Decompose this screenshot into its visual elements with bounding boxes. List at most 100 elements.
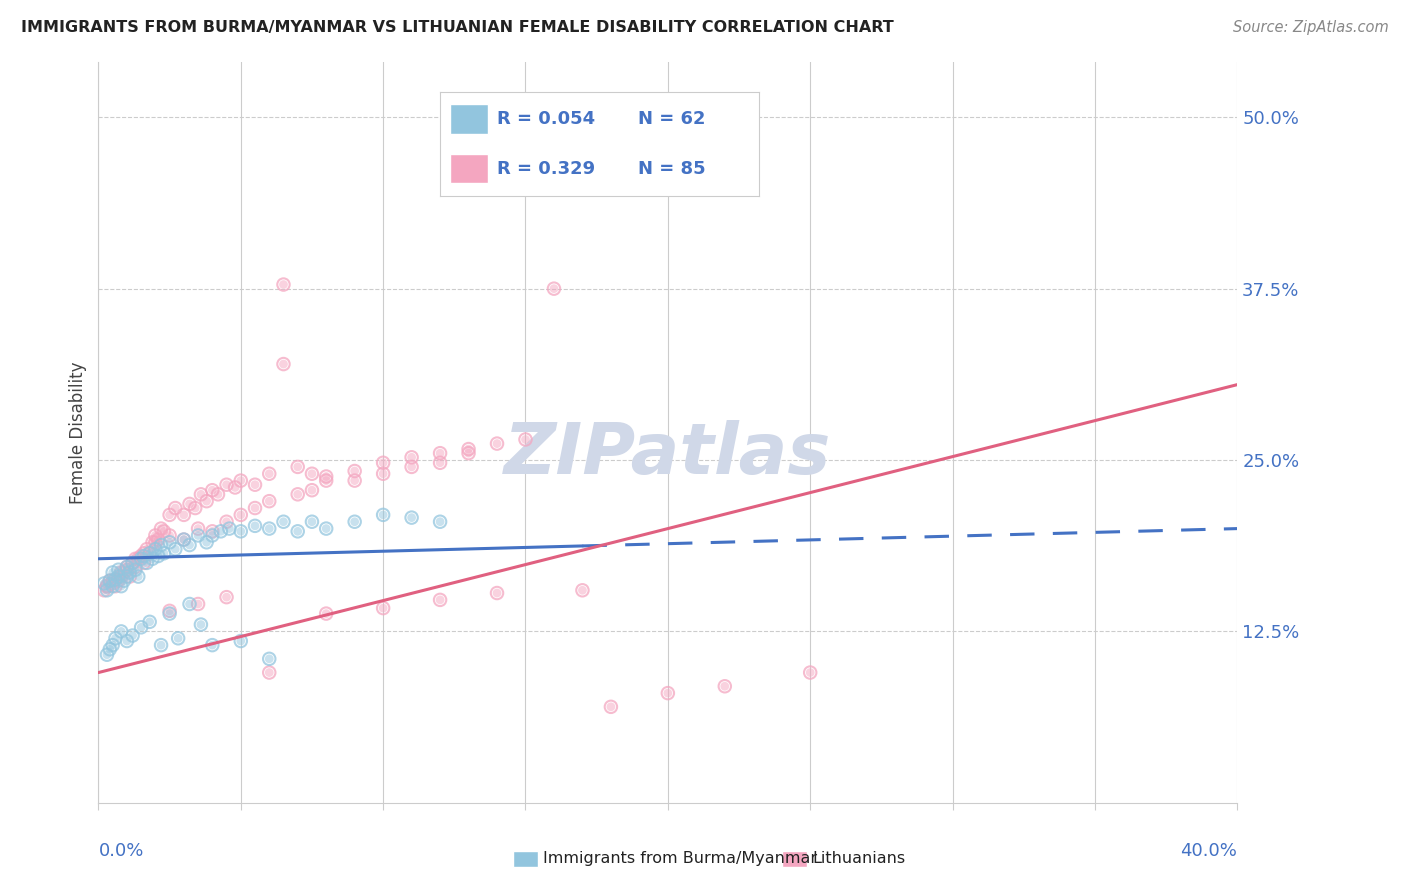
Point — [129, 620, 152, 634]
Point — [486, 586, 509, 600]
Point — [110, 579, 132, 593]
Point — [273, 277, 295, 292]
Point — [135, 542, 157, 557]
Point — [159, 604, 181, 618]
Point — [187, 528, 209, 542]
Point — [657, 686, 679, 700]
Point — [173, 533, 195, 547]
Point — [243, 501, 266, 516]
Point — [273, 277, 295, 292]
Point — [112, 566, 135, 580]
Point — [115, 563, 138, 577]
Point — [148, 549, 170, 563]
Point — [159, 604, 181, 618]
Point — [401, 450, 423, 465]
Point — [173, 508, 195, 522]
Point — [429, 456, 451, 470]
Point — [429, 593, 451, 607]
Point — [287, 524, 309, 539]
Point — [124, 560, 146, 574]
Point — [287, 459, 309, 474]
Y-axis label: Female Disability: Female Disability — [69, 361, 87, 504]
Point — [150, 638, 173, 652]
Point — [301, 467, 323, 481]
Point — [132, 556, 155, 570]
Point — [127, 569, 149, 583]
Point — [121, 556, 143, 570]
Point — [315, 469, 337, 483]
Point — [145, 535, 167, 549]
Point — [110, 566, 132, 580]
Point — [229, 474, 252, 488]
Point — [96, 579, 118, 593]
Point — [98, 574, 121, 588]
Point — [207, 487, 229, 501]
Point — [287, 459, 309, 474]
Point — [195, 535, 218, 549]
Point — [373, 601, 395, 615]
Point — [165, 501, 187, 516]
Point — [179, 538, 201, 552]
Point — [201, 638, 224, 652]
Point — [96, 579, 118, 593]
Text: Lithuanians: Lithuanians — [813, 852, 905, 866]
Point — [115, 560, 138, 574]
Point — [315, 522, 337, 536]
Point — [129, 551, 152, 566]
Point — [229, 508, 252, 522]
Point — [190, 617, 212, 632]
Point — [429, 593, 451, 607]
Point — [373, 508, 395, 522]
Point — [148, 549, 170, 563]
Point — [259, 652, 281, 666]
Point — [150, 538, 173, 552]
Point — [153, 524, 176, 539]
Point — [121, 628, 143, 642]
Point — [173, 533, 195, 547]
Point — [243, 519, 266, 533]
Point — [159, 528, 181, 542]
Point — [124, 563, 146, 577]
Point — [159, 607, 181, 621]
Point — [187, 522, 209, 536]
Point — [104, 572, 127, 586]
Point — [115, 560, 138, 574]
Point — [401, 510, 423, 524]
Point — [127, 569, 149, 583]
Point — [96, 583, 118, 598]
Point — [124, 551, 146, 566]
Point — [93, 576, 115, 591]
Point — [118, 566, 141, 580]
Point — [138, 546, 160, 560]
Point — [259, 522, 281, 536]
Point — [401, 510, 423, 524]
Point — [132, 556, 155, 570]
Point — [259, 467, 281, 481]
Point — [190, 487, 212, 501]
Point — [209, 524, 232, 539]
Point — [96, 579, 118, 593]
Point — [121, 556, 143, 570]
Point — [259, 652, 281, 666]
Point — [315, 474, 337, 488]
Point — [107, 574, 129, 588]
Point — [127, 551, 149, 566]
Point — [167, 632, 190, 646]
Point — [215, 515, 238, 529]
Text: Immigrants from Burma/Myanmar: Immigrants from Burma/Myanmar — [543, 852, 817, 866]
Point — [401, 459, 423, 474]
Point — [315, 474, 337, 488]
Point — [104, 579, 127, 593]
Point — [110, 624, 132, 639]
Point — [343, 464, 366, 478]
Point — [218, 522, 240, 536]
Point — [135, 542, 157, 557]
Point — [96, 583, 118, 598]
Point — [138, 615, 160, 629]
Point — [457, 446, 479, 460]
Point — [190, 487, 212, 501]
Point — [112, 566, 135, 580]
Point — [187, 597, 209, 611]
Point — [195, 494, 218, 508]
Point — [486, 586, 509, 600]
